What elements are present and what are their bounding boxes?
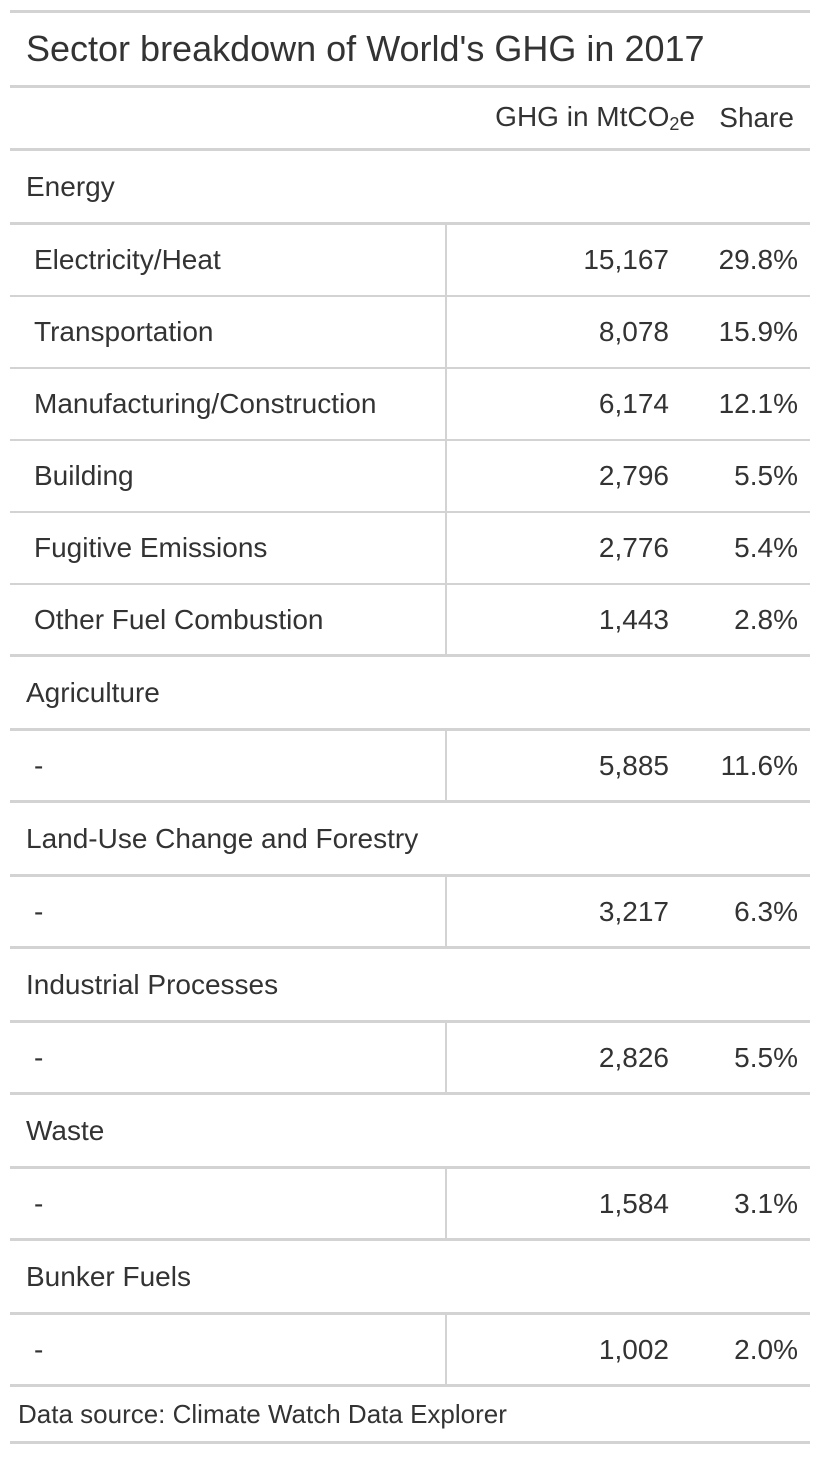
row-label: Building bbox=[10, 441, 447, 511]
ghg-value: 1,002 bbox=[598, 1333, 669, 1365]
share-value: 5.5% bbox=[734, 460, 798, 491]
share-value: 3.1% bbox=[734, 1187, 798, 1219]
share-value: 6.3% bbox=[734, 895, 798, 927]
ghg-column-header: GHG in MtCO2e bbox=[447, 101, 705, 135]
table-row: Fugitive Emissions 2,776 5.4% bbox=[10, 513, 810, 585]
share-value: 2.0% bbox=[734, 1333, 798, 1365]
share-value: 2.8% bbox=[734, 603, 798, 635]
column-header-row: GHG in MtCO2e Share bbox=[10, 88, 810, 151]
table-row: Building 2,796 5.5% bbox=[10, 441, 810, 513]
row-label: Manufacturing/Construction bbox=[10, 369, 447, 439]
group-header: Energy bbox=[10, 151, 810, 225]
table-row: Transportation 8,078 15.9% bbox=[10, 297, 810, 369]
table-row: - 2,826 5.5% bbox=[10, 1023, 810, 1095]
ghg-table: Sector breakdown of World's GHG in 2017 … bbox=[10, 10, 810, 1444]
ghg-value: 1,584 bbox=[598, 1187, 669, 1219]
group-header: Land-Use Change and Forestry bbox=[10, 803, 810, 877]
table-body: Energy Electricity/Heat 15,167 29.8% Transpo… bbox=[10, 151, 810, 1387]
share-value: 11.6% bbox=[720, 749, 798, 781]
share-value: 5.4% bbox=[734, 532, 798, 563]
table-row: Manufacturing/Construction 6,174 12.1% bbox=[10, 369, 810, 441]
ghg-value: 15,167 bbox=[583, 244, 669, 275]
table-row: Other Fuel Combustion 1,443 2.8% bbox=[10, 585, 810, 657]
row-label: Electricity/Heat bbox=[10, 225, 447, 295]
row-label: Transportation bbox=[10, 297, 447, 367]
ghg-header-prefix: GHG in MtCO bbox=[495, 101, 670, 132]
group-header: Bunker Fuels bbox=[10, 1241, 810, 1315]
table-row: - 3,217 6.3% bbox=[10, 877, 810, 949]
ghg-value: 8,078 bbox=[598, 316, 669, 347]
row-label: - bbox=[10, 1023, 447, 1092]
share-value: 5.5% bbox=[734, 1041, 798, 1073]
row-label: - bbox=[10, 1315, 447, 1384]
ghg-value: 6,174 bbox=[598, 388, 669, 419]
table-row: - 5,885 11.6% bbox=[10, 731, 810, 803]
share-value: 12.1% bbox=[718, 388, 798, 419]
ghg-value: 5,885 bbox=[598, 749, 669, 781]
row-label: - bbox=[10, 1169, 447, 1238]
share-column-header: Share bbox=[719, 102, 794, 133]
row-label: - bbox=[10, 731, 447, 800]
ghg-header-subscript: 2 bbox=[669, 114, 680, 134]
row-label: Fugitive Emissions bbox=[10, 513, 447, 583]
table-row: Electricity/Heat 15,167 29.8% bbox=[10, 225, 810, 297]
ghg-value: 1,443 bbox=[598, 603, 669, 635]
ghg-value: 2,796 bbox=[598, 460, 669, 491]
ghg-value: 2,826 bbox=[598, 1041, 669, 1073]
ghg-header-suffix: e bbox=[679, 101, 695, 132]
ghg-value: 3,217 bbox=[598, 895, 669, 927]
table-row: - 1,002 2.0% bbox=[10, 1315, 810, 1387]
row-label: Other Fuel Combustion bbox=[10, 585, 447, 654]
row-label: - bbox=[10, 877, 447, 946]
source-note: Data source: Climate Watch Data Explorer bbox=[18, 1398, 507, 1429]
ghg-value: 2,776 bbox=[598, 532, 669, 563]
share-value: 29.8% bbox=[718, 244, 798, 275]
group-header: Agriculture bbox=[10, 657, 810, 731]
share-value: 15.9% bbox=[718, 316, 798, 347]
table-title: Sector breakdown of World's GHG in 2017 bbox=[10, 13, 810, 88]
group-header: Waste bbox=[10, 1095, 810, 1169]
group-header: Industrial Processes bbox=[10, 949, 810, 1023]
table-row: - 1,584 3.1% bbox=[10, 1169, 810, 1241]
